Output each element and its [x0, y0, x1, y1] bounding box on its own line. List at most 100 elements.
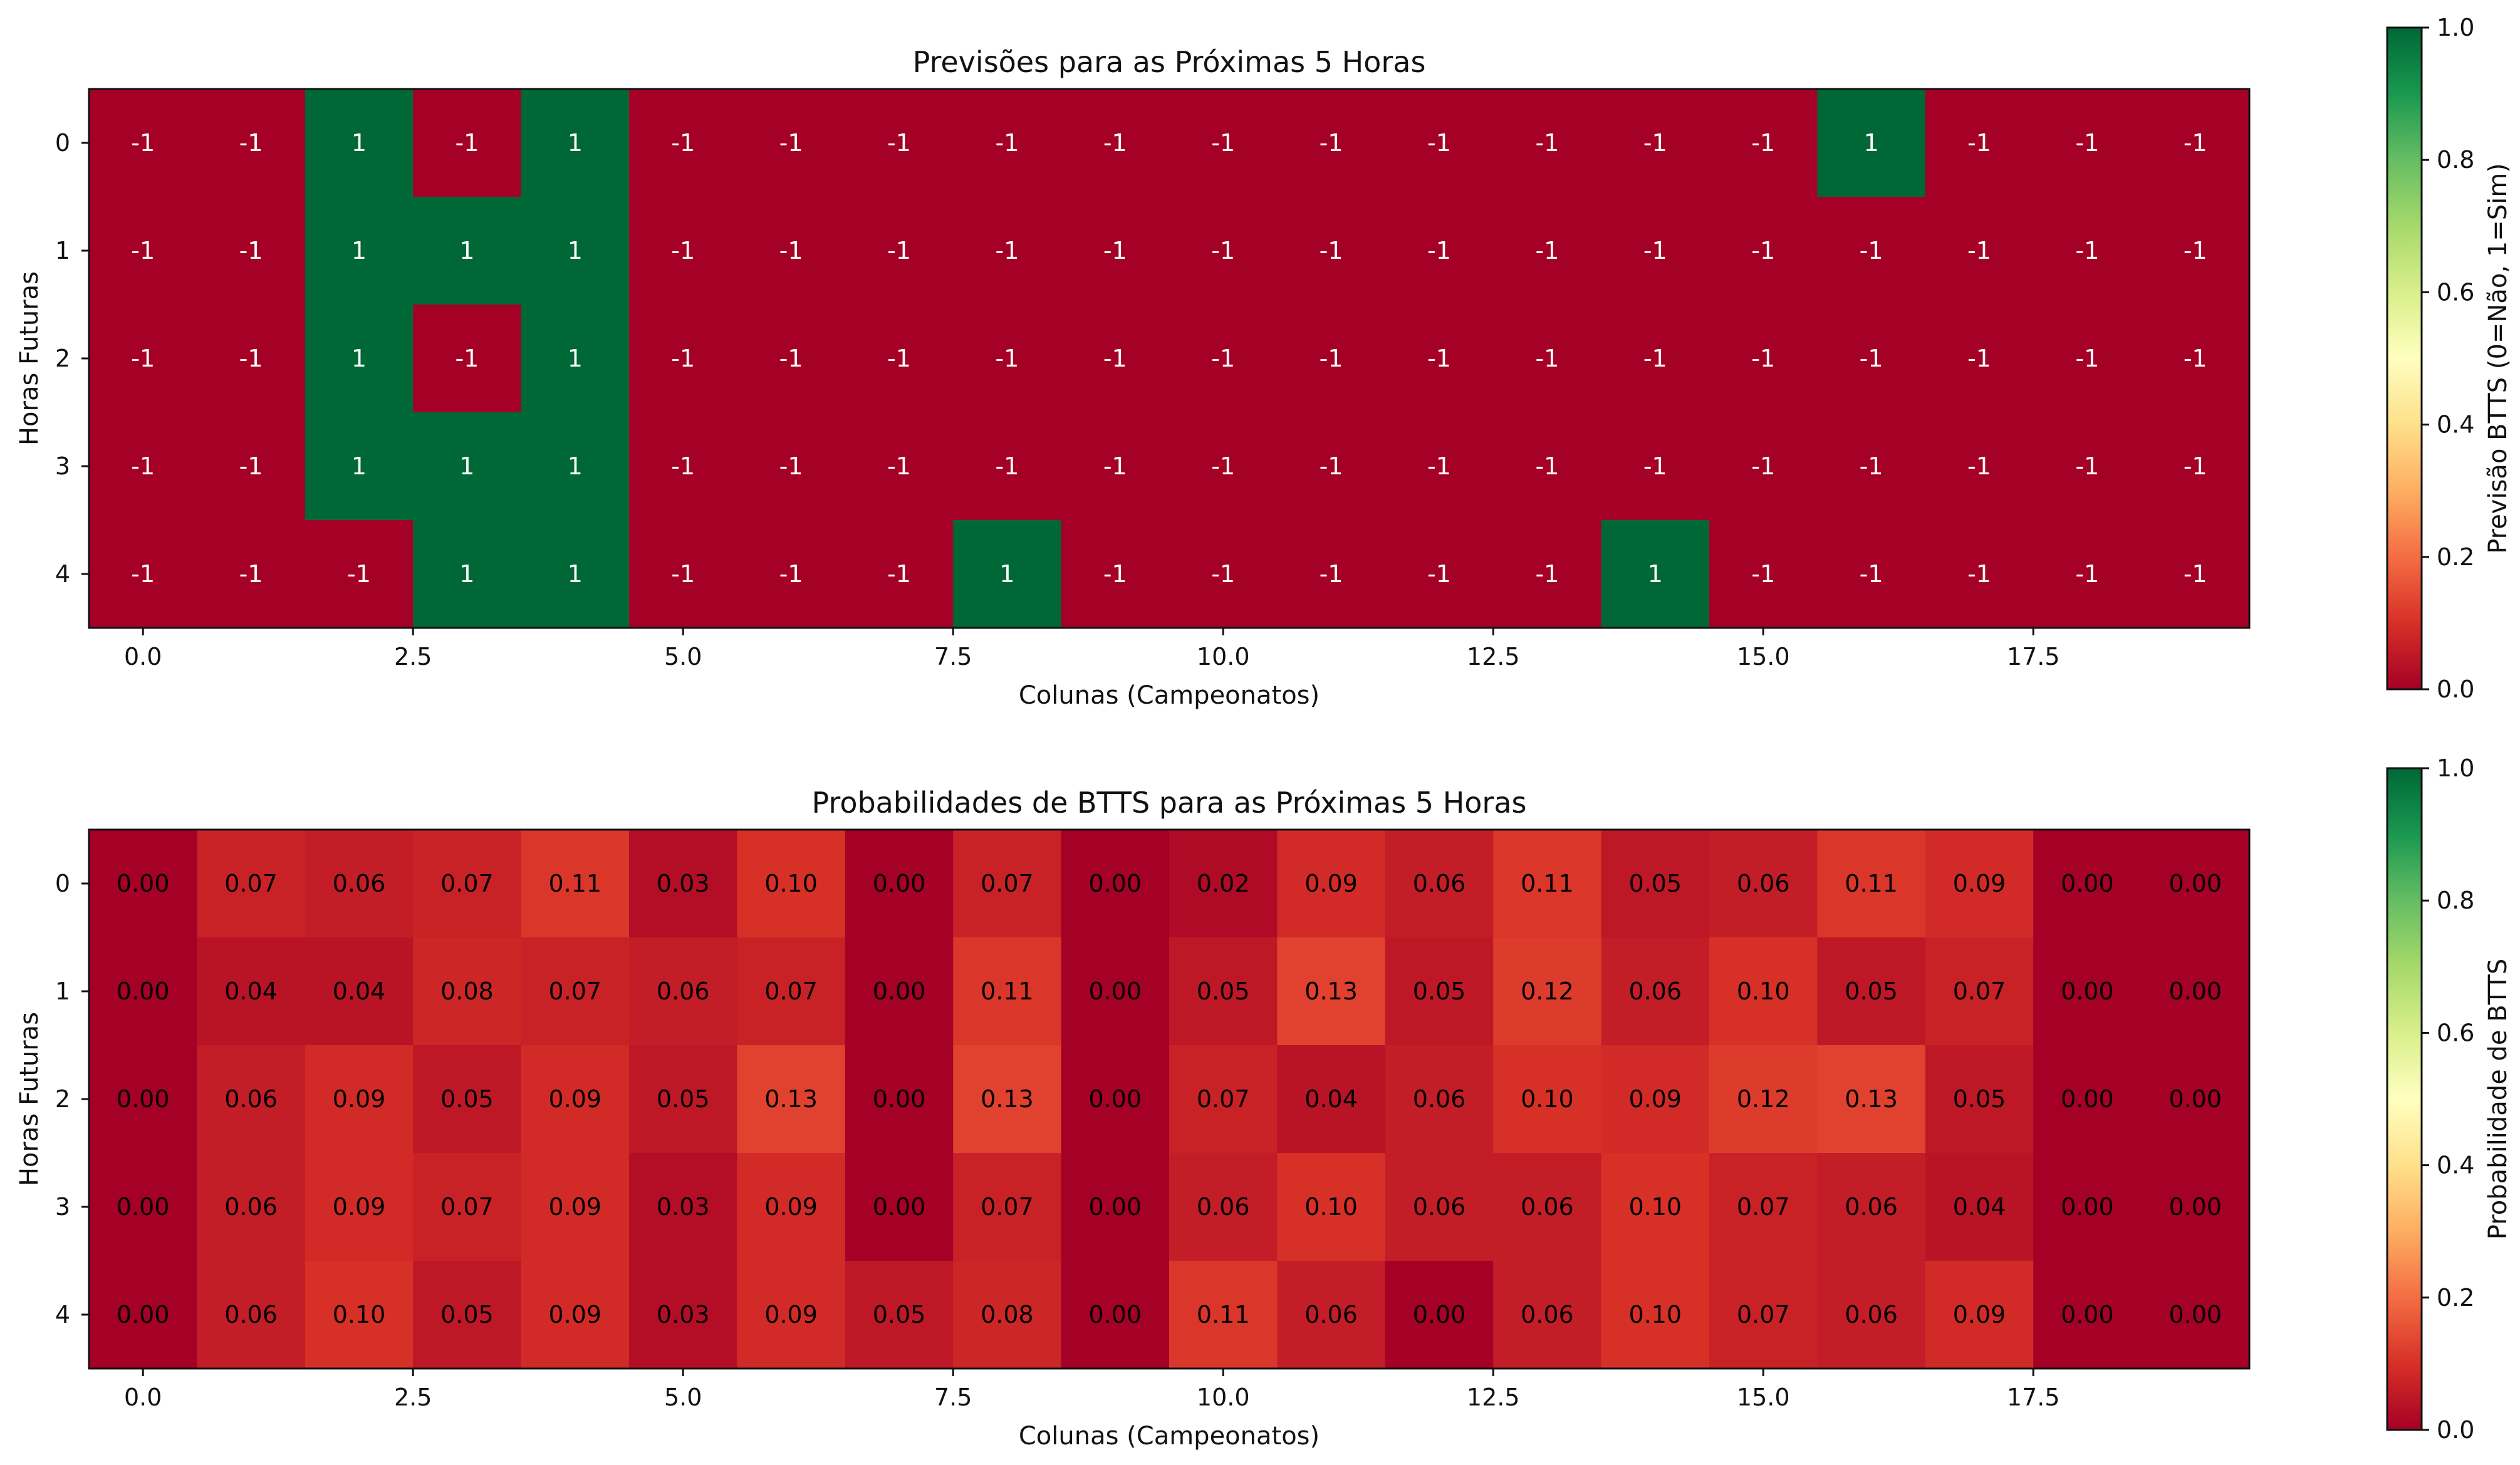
- heatmap-cell: [1169, 412, 1278, 521]
- cell-value-label: 0.06: [1197, 1193, 1250, 1221]
- colorbar-tick-label: 1.0: [2437, 14, 2474, 41]
- cell-value-label: 0.11: [548, 870, 601, 897]
- colorbar-tick-label: 0.4: [2437, 411, 2474, 439]
- heatmap-cell: [1601, 830, 1710, 938]
- heatmap-cell: [953, 1153, 1062, 1261]
- cell-value-label: 0.09: [548, 1085, 601, 1113]
- heatmap-cell: [737, 830, 846, 938]
- heatmap-cell: [1925, 89, 2034, 197]
- heatmap-cell: [1493, 197, 1602, 305]
- cell-value-label: -1: [887, 237, 911, 264]
- heatmap-cell: [1601, 1261, 1710, 1369]
- cell-value-label: 0.05: [1628, 870, 1682, 897]
- cell-value-label: -1: [1103, 129, 1127, 157]
- heatmap-cell: [1169, 305, 1278, 413]
- cell-value-label: 0.07: [224, 870, 278, 897]
- cell-value-label: 0.09: [548, 1301, 601, 1328]
- x-tick-label: 12.5: [1467, 643, 1520, 670]
- cell-value-label: -1: [1103, 452, 1127, 480]
- y-tick-label: 0: [55, 129, 70, 157]
- heatmap-cell: [1061, 937, 1170, 1046]
- cell-value-label: -1: [1320, 237, 1343, 264]
- heatmap-cell: [845, 937, 954, 1046]
- heatmap-cell: [845, 1045, 954, 1154]
- heatmap-cell: [89, 305, 197, 413]
- heatmap-cell: [737, 1261, 846, 1369]
- heatmap-cell: [953, 1261, 1062, 1369]
- cell-value-label: 1: [1864, 129, 1879, 157]
- heatmap-cell: [521, 1153, 630, 1261]
- heatmap-cell: [1277, 830, 1386, 938]
- x-axis-ticks: 0.0 2.5 5.0 7.5 10.0 12.5 15.0 17.5: [124, 628, 2060, 670]
- heatmap-cell: [737, 305, 846, 413]
- heatmap-cell: [629, 1153, 737, 1261]
- cell-value-label: 0.04: [224, 978, 278, 1005]
- cell-value-label: 0.00: [2169, 870, 2222, 897]
- cell-value-label: 0.00: [2169, 1301, 2222, 1328]
- heatmap-cell: [197, 1045, 306, 1154]
- heatmap-cell: [1601, 520, 1710, 628]
- heatmap-cell: [521, 1045, 630, 1154]
- heatmap-cell: [197, 305, 306, 413]
- heatmap-cell: [413, 1153, 522, 1261]
- heatmap-cell: [737, 89, 846, 197]
- cell-value-label: 0.00: [873, 978, 926, 1005]
- heatmap-cell: [1925, 197, 2034, 305]
- colorbar-tick-label: 0.4: [2437, 1152, 2474, 1179]
- cell-value-label: -1: [779, 560, 803, 588]
- heatmap-cell: [1277, 89, 1386, 197]
- cell-value-label: 1: [568, 560, 583, 588]
- cell-value-label: 0.06: [224, 1193, 278, 1221]
- cell-value-label: 0.06: [1521, 1301, 1574, 1328]
- heatmap-cell: [1601, 197, 1710, 305]
- heatmap-cell: [953, 937, 1062, 1046]
- heatmap-cell: [2033, 1045, 2142, 1154]
- heatmap-cell: [413, 305, 522, 413]
- cell-value-label: -1: [2184, 237, 2207, 264]
- cell-value-label: 0.09: [1304, 870, 1358, 897]
- cell-value-label: -1: [1751, 237, 1775, 264]
- y-tick-label: 2: [55, 1085, 70, 1113]
- cell-value-label: 0.06: [1628, 978, 1682, 1005]
- cell-value-label: 1: [351, 452, 367, 480]
- cell-value-label: 0.05: [440, 1301, 494, 1328]
- heatmap-cell: [197, 197, 306, 305]
- heatmap-cell: [1385, 830, 1494, 938]
- heatmap-cell: [2033, 520, 2142, 628]
- y-tick-label: 4: [55, 560, 70, 588]
- cell-value-label: 0.09: [333, 1193, 386, 1221]
- cell-value-label: -1: [2184, 560, 2207, 588]
- cell-value-label: -1: [1643, 452, 1667, 480]
- heatmap-cell: [845, 1153, 954, 1261]
- cell-value-label: -1: [239, 345, 263, 372]
- heatmap-cell: [2141, 1045, 2250, 1154]
- x-tick-label: 17.5: [2007, 1384, 2060, 1411]
- cell-value-label: 0.00: [1088, 1301, 1142, 1328]
- cell-value-label: 0.08: [981, 1301, 1034, 1328]
- colorbar-tick-label: 0.0: [2437, 1416, 2474, 1444]
- heatmap-cell: [1277, 197, 1386, 305]
- heatmap-cell: [845, 1261, 954, 1369]
- heatmap-cell: [1061, 1261, 1170, 1369]
- chart-title: Probabilidades de BTTS para as Próximas …: [812, 786, 1527, 820]
- heatmap-cell: [1061, 520, 1170, 628]
- heatmap-cell: [305, 412, 414, 521]
- heatmap-cell: [1277, 1261, 1386, 1369]
- cell-value-label: -1: [1967, 345, 1991, 372]
- cell-value-label: 0.11: [1845, 870, 1898, 897]
- cell-value-label: -1: [1535, 560, 1559, 588]
- heatmap-cell: [1601, 937, 1710, 1046]
- cell-value-label: 0.11: [1197, 1301, 1250, 1328]
- cell-value-label: -1: [779, 237, 803, 264]
- heatmap-cell: [89, 830, 197, 938]
- heatmap-cell: [89, 520, 197, 628]
- cell-value-label: 1: [459, 237, 474, 264]
- heatmap-cell: [1169, 1261, 1278, 1369]
- cell-value-label: -1: [1427, 129, 1451, 157]
- x-tick-label: 10.0: [1197, 643, 1250, 670]
- heatmap-cell: [1493, 305, 1602, 413]
- heatmap-cells: 0.00 0.07 0.06 0.07 0.11 0.03 0.10 0.00 0.07 0.00…: [89, 830, 2250, 1369]
- cell-value-label: 0.05: [1413, 978, 1466, 1005]
- cell-value-label: 0.00: [2169, 1193, 2222, 1221]
- cell-value-label: -1: [995, 345, 1019, 372]
